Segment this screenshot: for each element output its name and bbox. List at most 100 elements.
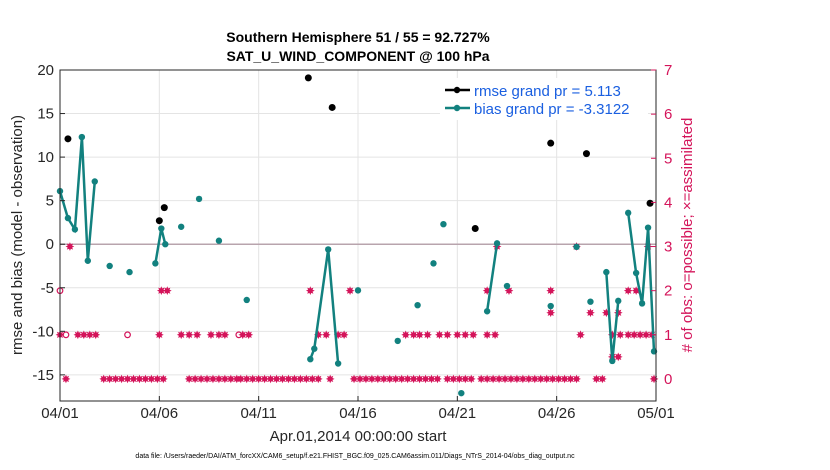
x-tick-label: 04/21 <box>439 405 477 422</box>
rmse-point <box>160 204 168 212</box>
bias-point <box>414 301 421 309</box>
obs-assimilated-point <box>409 330 418 340</box>
obs-assimilated-point <box>576 330 585 340</box>
x-axis-ticks: 04/01 04/06 04/11 04/16 04/21 04/26 05/01 <box>41 396 675 422</box>
obs-assimilated-point <box>305 286 315 296</box>
obs-assimilated-point <box>355 374 365 384</box>
obs-assimilated-point <box>135 374 144 384</box>
obs-assimilated-point <box>105 374 115 384</box>
y-tick-label-right: 0 <box>664 371 672 388</box>
obs-assimilated-point <box>313 374 323 384</box>
obs-assimilated-point <box>214 330 224 340</box>
obs-assimilated-point <box>530 374 540 384</box>
bias-layer <box>56 133 658 397</box>
chart-subtitle: SAT_U_WIND_COMPONENT @ 100 hPa <box>226 48 489 64</box>
rmse-point <box>64 135 72 143</box>
bias-point <box>78 133 86 141</box>
bias-point <box>64 214 72 222</box>
rmse-point <box>582 150 590 158</box>
bias-point <box>615 297 622 305</box>
obs-assimilated-point <box>141 374 150 384</box>
chart-title: Southern Hemisphere 51 / 55 = 92.727% <box>226 29 490 45</box>
obs-assimilated-point <box>476 374 486 384</box>
obs-assimilated-point <box>79 330 89 340</box>
obs-assimilated-point <box>321 330 331 340</box>
y-tick-label-right: 6 <box>664 106 672 123</box>
bias-point <box>311 345 318 352</box>
obs-assimilated-point <box>554 374 564 384</box>
x-tick-label: 04/01 <box>41 405 79 422</box>
obs-assimilated-point <box>454 374 464 384</box>
obs-assimilated-point <box>284 374 293 384</box>
bias-point <box>632 269 640 277</box>
obs-assimilated-point <box>421 374 430 384</box>
obs-assimilated-point <box>635 330 645 340</box>
obs-assimilated-point <box>176 330 186 340</box>
obs-assimilated-point <box>152 374 162 384</box>
y-tick-label-left: 20 <box>37 62 54 79</box>
obs-assimilated-point <box>248 374 258 384</box>
obs-assimilated-point <box>409 374 418 384</box>
obs-assimilated-point <box>623 330 633 340</box>
obs-assimilated-point <box>244 330 254 340</box>
obs-assimilated-point <box>435 330 444 340</box>
obs-assimilated-point <box>433 374 442 384</box>
obs-assimilated-point <box>460 374 470 384</box>
obs-assimilated-point <box>129 374 138 384</box>
y-tick-label-right: 1 <box>664 327 672 344</box>
obs-assimilated-point <box>546 308 556 318</box>
bias-point <box>91 178 98 185</box>
obs-assimilated-point <box>325 374 335 384</box>
obs-assimilated-point <box>397 374 407 384</box>
bias-point <box>243 296 250 304</box>
obs-assimilated-point <box>296 374 305 384</box>
obs-assimilated-point <box>307 374 317 384</box>
obs-assimilated-point <box>592 374 601 384</box>
obs-assimilated-point <box>147 374 156 384</box>
obs-assimilated-point <box>615 330 625 340</box>
obs-assimilated-point <box>260 374 269 384</box>
legend-box <box>440 78 648 120</box>
bias-point <box>458 389 465 397</box>
bias-point <box>503 282 511 290</box>
legend-bias-marker <box>453 104 461 112</box>
x-tick-label: 04/16 <box>339 405 377 422</box>
x-axis-label: Apr.01,2014 00:00:00 start <box>270 428 448 445</box>
rmse-point <box>328 103 336 111</box>
obs-assimilated-point <box>162 286 172 296</box>
obs-assimilated-point <box>460 330 470 340</box>
obs-assimilated-point <box>518 374 528 384</box>
obs-layer <box>55 242 659 384</box>
bias-point <box>177 223 185 230</box>
bias-point <box>195 195 203 203</box>
obs-assimilated-point <box>154 330 164 340</box>
obs-assimilated-point <box>220 374 230 384</box>
y-tick-label-right: 5 <box>664 150 672 167</box>
obs-assimilated-point <box>361 374 371 384</box>
bias-point <box>440 220 447 228</box>
obs-assimilated-point <box>423 330 432 340</box>
bias-point <box>325 246 332 253</box>
obs-assimilated-point <box>238 330 248 340</box>
data-file-footnote: data file: /Users/raeder/DAI/ATM_forcXX/… <box>135 453 575 460</box>
bias-point <box>71 226 79 233</box>
obs-assimilated-point <box>266 374 275 384</box>
bias-point <box>152 260 159 267</box>
obs-assimilated-point <box>468 330 478 340</box>
obs-assimilated-point <box>301 374 311 384</box>
rmse-point <box>471 225 479 233</box>
rmse-point <box>155 217 163 225</box>
obs-assimilated-point <box>500 374 510 384</box>
bias-line <box>485 243 499 312</box>
obs-assimilated-point <box>597 374 607 384</box>
obs-assimilated-point <box>401 330 411 340</box>
obs-assimilated-point <box>385 374 395 384</box>
obs-assimilated-point <box>631 286 641 296</box>
bias-point <box>483 308 491 315</box>
bias-point <box>106 262 113 270</box>
obs-assimilated-point <box>391 374 401 384</box>
obs-assimilated-point <box>85 330 95 340</box>
obs-assimilated-point <box>560 374 569 384</box>
obs-assimilated-point <box>566 374 575 384</box>
bias-point <box>603 268 610 276</box>
